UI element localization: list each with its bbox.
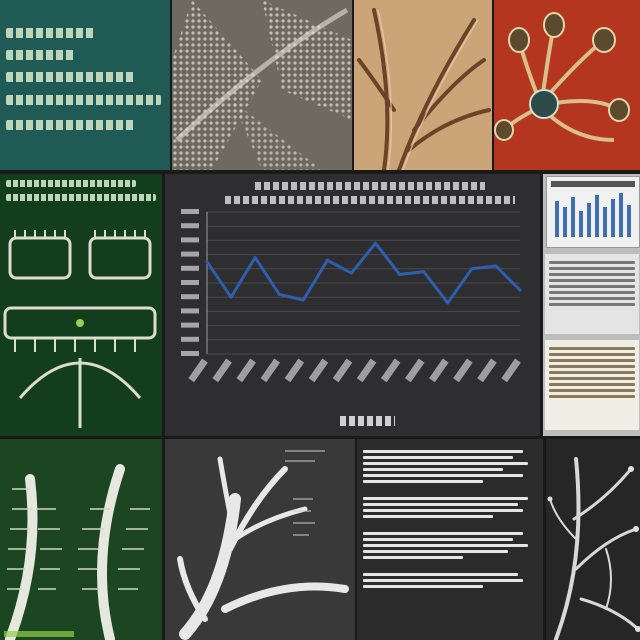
y-tick-mark	[181, 280, 199, 285]
red-flower-illustration	[494, 0, 640, 170]
y-tick-mark	[181, 322, 199, 328]
x-tick-mark	[188, 358, 208, 383]
x-tick-mark	[477, 358, 497, 383]
data-point	[470, 267, 474, 271]
x-tick-mark	[308, 358, 329, 383]
x-tick-mark	[453, 358, 473, 383]
sepia-branching-lines	[354, 0, 492, 170]
y-tick-mark	[181, 265, 199, 271]
text-document-dark	[357, 439, 543, 640]
x-tick-mark	[284, 358, 305, 383]
data-point	[518, 288, 522, 292]
x-tick-mark	[501, 358, 521, 383]
green-skeleton-diagram	[0, 174, 162, 436]
data-point	[398, 272, 402, 276]
x-tick-mark	[380, 358, 401, 383]
x-tick-mark	[212, 358, 232, 383]
white-coral-render	[165, 439, 355, 640]
data-point	[229, 295, 233, 299]
y-tick-mark	[181, 351, 199, 356]
x-tick-mark	[429, 358, 449, 383]
y-tick-mark	[181, 209, 199, 214]
data-point	[422, 270, 426, 274]
line-chart-panel	[165, 174, 540, 436]
data-point	[253, 255, 257, 259]
data-point	[277, 292, 281, 296]
y-tick-mark	[181, 223, 199, 229]
text-card-teal	[0, 0, 170, 170]
x-tick-mark	[332, 358, 353, 383]
document-stack	[543, 174, 640, 436]
x-tick-mark	[405, 358, 425, 383]
line-chart	[181, 209, 522, 383]
x-tick-mark	[236, 358, 256, 383]
data-point	[325, 258, 329, 262]
y-tick-mark	[181, 336, 199, 342]
green-branching-render	[0, 439, 162, 640]
lattice-texture	[172, 0, 352, 170]
data-point	[446, 301, 450, 305]
x-tick-mark	[356, 358, 377, 383]
data-point	[301, 298, 305, 302]
data-point	[349, 271, 353, 275]
y-tick-mark	[181, 237, 199, 243]
data-point	[494, 264, 498, 268]
y-tick-mark	[181, 251, 199, 257]
data-point	[205, 260, 209, 264]
data-point	[374, 241, 378, 245]
bw-branching-micrograph	[546, 439, 640, 640]
y-tick-mark	[181, 294, 199, 300]
series-line	[205, 241, 522, 305]
x-tick-mark	[260, 358, 281, 383]
y-tick-mark	[181, 308, 199, 314]
